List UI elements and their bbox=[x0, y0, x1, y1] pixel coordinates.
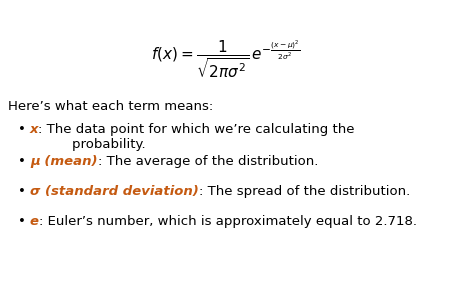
Text: •: • bbox=[18, 155, 26, 168]
Text: •: • bbox=[18, 215, 26, 228]
Text: : The spread of the distribution.: : The spread of the distribution. bbox=[198, 185, 409, 198]
Text: x: x bbox=[30, 123, 38, 136]
Text: •: • bbox=[18, 123, 26, 136]
Text: : The data point for which we’re calculating the
        probability.: : The data point for which we’re calcula… bbox=[38, 123, 354, 151]
Text: σ (standard deviation): σ (standard deviation) bbox=[30, 185, 198, 198]
Text: e: e bbox=[30, 215, 39, 228]
Text: $f(x) = \dfrac{1}{\sqrt{2\pi\sigma^2}}\,e^{-\frac{(x-\mu)^2}{2\sigma^2}}$: $f(x) = \dfrac{1}{\sqrt{2\pi\sigma^2}}\,… bbox=[151, 38, 300, 79]
Text: •: • bbox=[18, 185, 26, 198]
Text: Here’s what each term means:: Here’s what each term means: bbox=[8, 100, 213, 113]
Text: : Euler’s number, which is approximately equal to 2.718.: : Euler’s number, which is approximately… bbox=[39, 215, 416, 228]
Text: : The average of the distribution.: : The average of the distribution. bbox=[97, 155, 317, 168]
Text: μ (mean): μ (mean) bbox=[30, 155, 97, 168]
